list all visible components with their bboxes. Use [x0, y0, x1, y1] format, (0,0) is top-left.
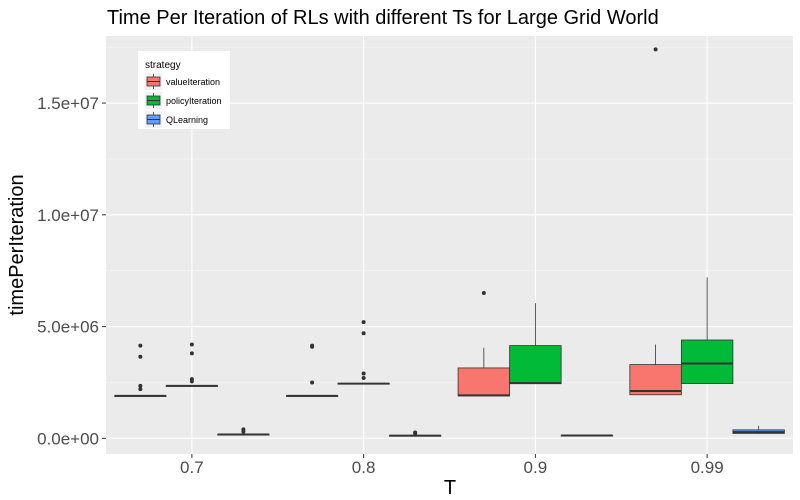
outlier-point [361, 376, 366, 380]
outlier-point [138, 354, 143, 359]
chart-title: Time Per Iteration of RLs with different… [107, 7, 659, 29]
legend-key-valueIteration: valueIteration [145, 73, 220, 90]
y-tick-label: 5.0e+06 [37, 318, 99, 337]
outlier-point [361, 331, 366, 336]
box-valueIteration-0.7 [114, 343, 167, 397]
box-policyIteration-0.9 [509, 303, 562, 385]
box-body [509, 345, 562, 384]
box-valueIteration-0.8 [285, 343, 339, 397]
legend-label: policyIteration [166, 96, 222, 106]
outlier-point [310, 343, 315, 348]
y-tick-label: 1.5e+07 [37, 94, 99, 113]
legend-key-policyIteration: policyIteration [145, 92, 222, 109]
outlier-point [653, 47, 658, 52]
box-policyIteration-0.99 [680, 277, 734, 384]
legend-label: valueIteration [166, 77, 220, 87]
outlier-point [361, 371, 366, 376]
outlier-point [413, 430, 418, 435]
outlier-point [481, 291, 486, 296]
x-tick-label: 0.8 [352, 458, 376, 477]
y-axis-label: timePerIteration [6, 174, 28, 315]
box-body [629, 364, 682, 396]
x-tick-label: 0.7 [180, 458, 204, 477]
boxes [114, 47, 785, 437]
legend-key-QLearning: QLearning [145, 111, 208, 128]
box-QLearning-0.9 [560, 434, 614, 437]
outlier-point [189, 377, 194, 382]
outlier-point [310, 380, 315, 385]
box-valueIteration-0.9 [457, 291, 511, 397]
y-axis: 0.0e+00 5.0e+06 1.0e+07 1.5e+07 [37, 94, 106, 448]
outlier-point [138, 383, 143, 388]
y-tick-label: 0.0e+00 [37, 429, 99, 448]
outlier-point [138, 387, 143, 392]
box-QLearning-0.99 [732, 425, 785, 434]
x-tick-label: 0.9 [524, 458, 548, 477]
outlier-point [189, 351, 194, 356]
outlier-point [361, 320, 366, 325]
y-tick-label: 1.0e+07 [37, 206, 99, 225]
x-axis-label: T [444, 477, 456, 499]
box-body [457, 367, 511, 397]
box-policyIteration-0.7 [165, 342, 219, 387]
outlier-point [138, 343, 143, 348]
box-body [680, 339, 734, 384]
legend-title: strategy [145, 60, 181, 71]
box-QLearning-0.7 [217, 427, 270, 436]
box-QLearning-0.8 [388, 430, 442, 437]
legend-label: QLearning [166, 115, 208, 125]
box-valueIteration-0.99 [629, 47, 682, 396]
legend: strategy valueIteration policyIteration QL… [138, 51, 230, 129]
x-axis: 0.7 0.8 0.9 0.99 [180, 454, 724, 477]
outlier-point [241, 427, 246, 432]
x-tick-label: 0.99 [691, 458, 724, 477]
box-policyIteration-0.8 [337, 320, 390, 385]
outlier-point [189, 342, 194, 347]
